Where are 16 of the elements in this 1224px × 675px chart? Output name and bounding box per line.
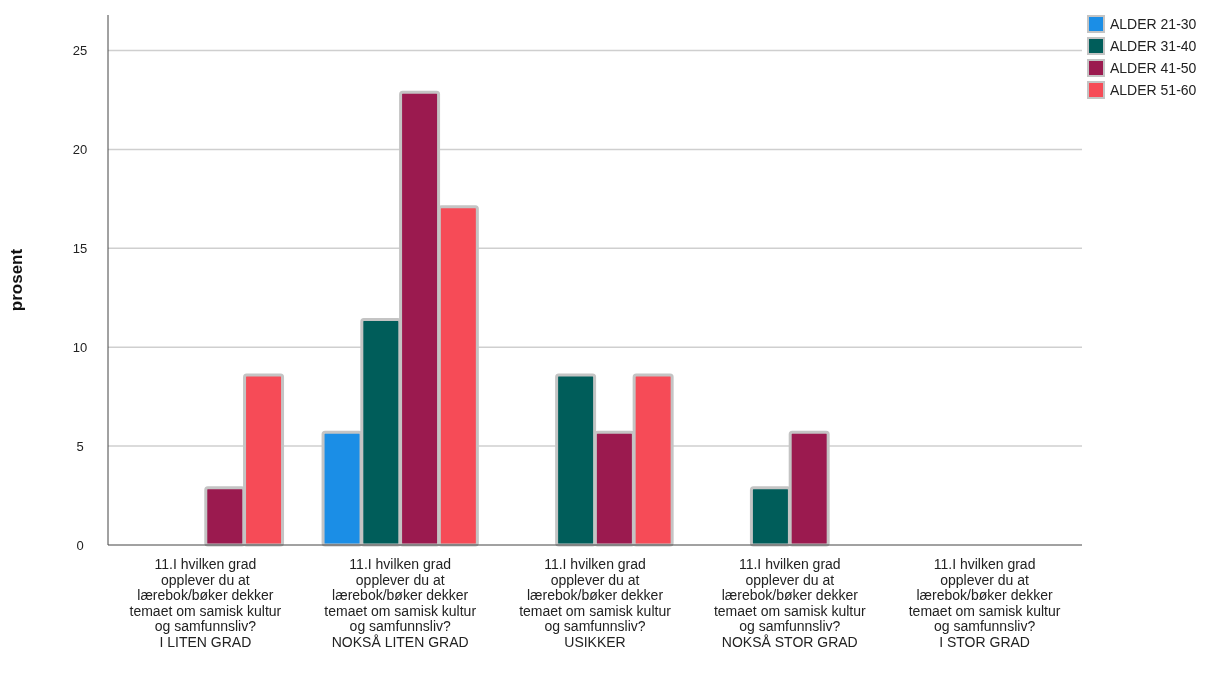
y-tick-label: 25 <box>72 43 88 59</box>
legend-label: ALDER 31-40 <box>1110 37 1197 54</box>
y-tick-label: 0 <box>76 537 84 553</box>
y-tick-label: 5 <box>76 438 84 454</box>
x-tick-label: 11.I hvilken grad opplever du at lærebok/bøker dekker temaet om samisk kultur og samfunnsliv? NOKSÅ STOR GRAD <box>713 556 866 650</box>
y-axis-title: prosent <box>7 248 26 312</box>
y-tick-label: 15 <box>72 240 88 256</box>
x-tick-label: 11.I hvilken grad opplever du at lærebok/bøker dekker temaet om samisk kultur og samfunnsliv? USIKKER <box>519 556 672 650</box>
y-tick-label: 20 <box>72 142 88 158</box>
legend-label: ALDER 41-50 <box>1110 59 1197 76</box>
legend-label: ALDER 51-60 <box>1110 81 1197 98</box>
x-tick-label: 11.I hvilken grad opplever du at lærebok/bøker dekker temaet om samisk kultur og samfunnsliv? I STOR GRAD <box>908 556 1061 650</box>
x-tick-label: 11.I hvilken grad opplever du at lærebok/bøker dekker temaet om samisk kultur og samfunnsliv? NOKSÅ LITEN GRAD <box>324 556 477 650</box>
x-tick-label: 11.I hvilken grad opplever du at lærebok/bøker dekker temaet om samisk kultur og samfunnsliv? I LITEN GRAD <box>129 556 282 650</box>
y-tick-label: 10 <box>72 339 88 355</box>
legend-label: ALDER 21-30 <box>1110 15 1197 32</box>
